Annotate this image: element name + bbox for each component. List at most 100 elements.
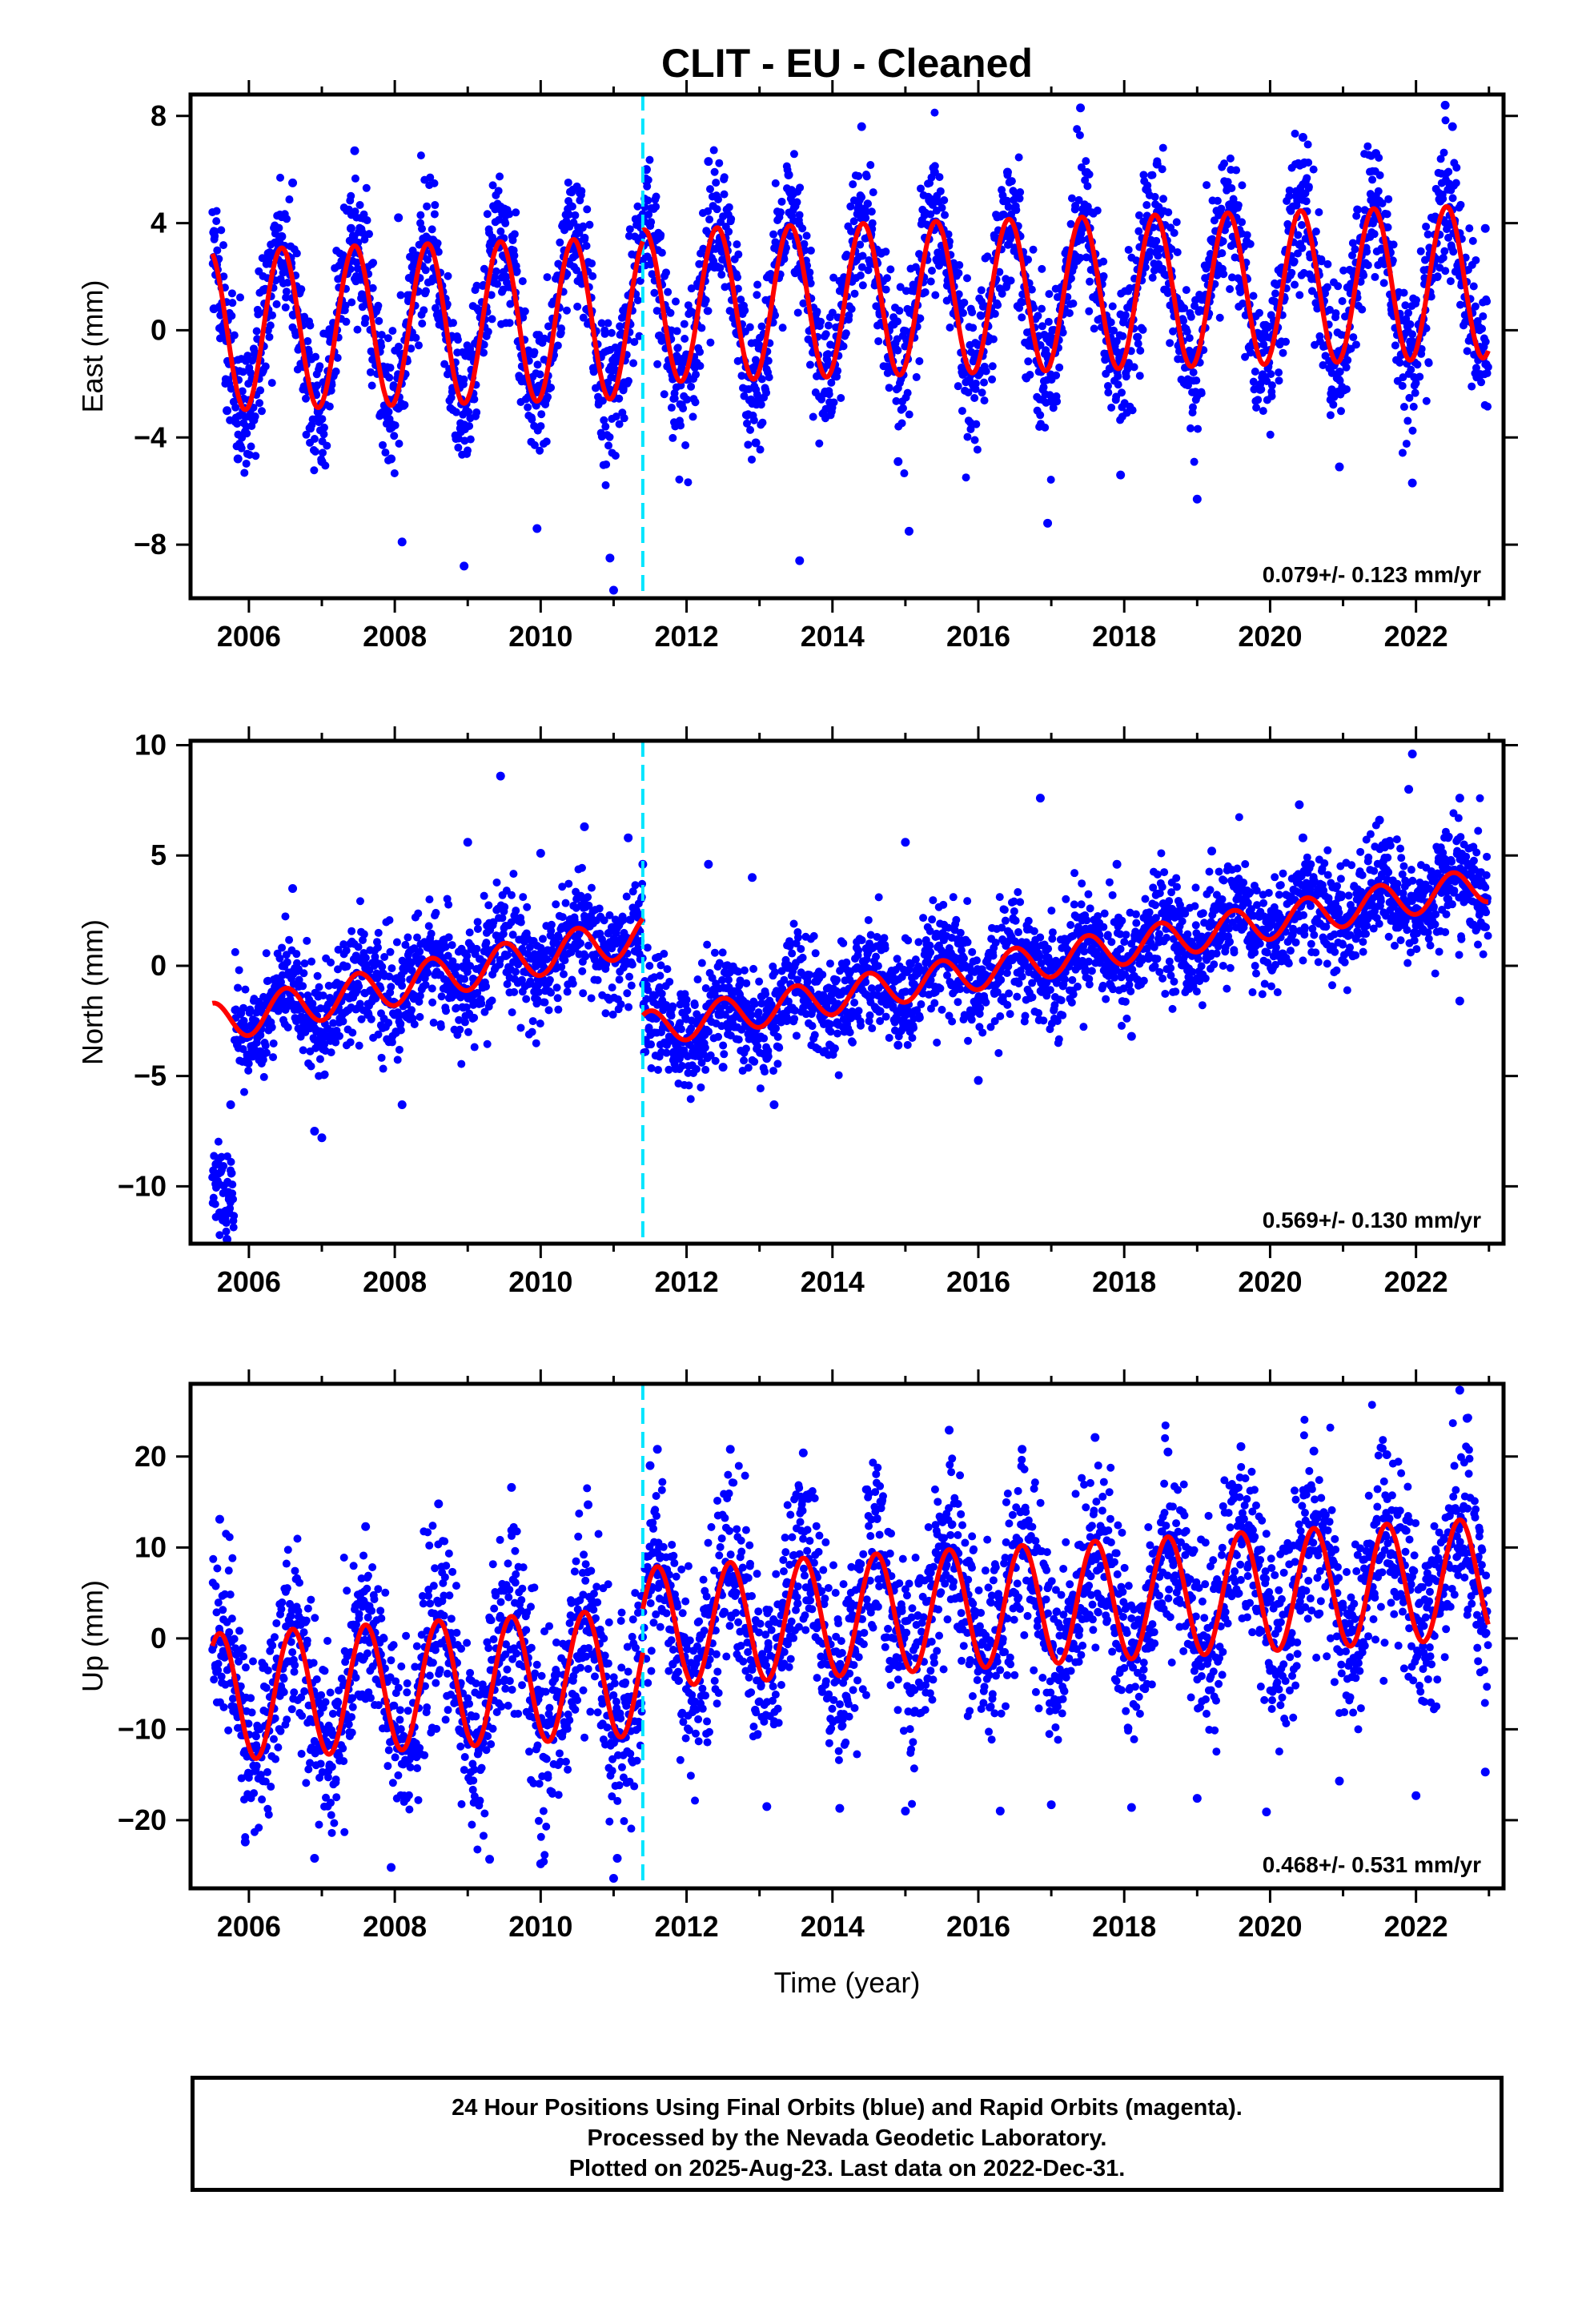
east-data-point (771, 311, 780, 320)
north-data-point (354, 943, 363, 951)
east-data-point (1422, 222, 1431, 231)
east-data-point (958, 407, 966, 416)
east-data-point (1083, 182, 1092, 191)
east-data-point (1114, 380, 1122, 389)
east-data-point (1335, 376, 1344, 385)
north-data-point (711, 1056, 720, 1065)
east-data-point (242, 459, 251, 468)
east-data-point (1046, 475, 1055, 484)
north-data-point (616, 1000, 625, 1009)
east-data-point (310, 434, 319, 443)
east-data-point (416, 211, 425, 219)
east-data-point (1014, 153, 1023, 162)
east-data-point (798, 224, 807, 233)
east-data-point (958, 308, 967, 317)
east-data-point (1135, 372, 1144, 380)
east-data-point (941, 211, 950, 219)
east-x-tick-label: 2022 (1384, 620, 1448, 653)
east-data-point (257, 407, 266, 416)
east-data-point (492, 267, 500, 275)
east-data-point (1307, 287, 1316, 296)
east-data-point (520, 307, 529, 316)
east-data-point (931, 291, 940, 300)
east-data-point (1243, 231, 1251, 239)
east-data-point (361, 314, 370, 323)
north-data-point (499, 930, 508, 939)
east-data-point (544, 392, 552, 401)
east-data-point (1045, 290, 1054, 299)
north-data-point (773, 1032, 782, 1041)
east-data-point (1291, 280, 1299, 289)
east-data-point (946, 324, 954, 332)
east-data-point (938, 203, 946, 212)
east-data-point (212, 217, 221, 226)
east-data-point (536, 422, 545, 431)
east-data-point (530, 440, 539, 449)
east-data-point (323, 441, 331, 450)
east-data-point (1285, 191, 1294, 200)
east-data-point (915, 356, 924, 365)
east-data-point (778, 324, 787, 332)
east-data-point (319, 430, 328, 439)
east-data-point (454, 443, 463, 452)
east-data-point (1073, 125, 1082, 134)
east-data-point (1349, 333, 1358, 342)
east-data-point (607, 328, 616, 337)
east-data-point (753, 280, 762, 289)
east-data-point (1408, 426, 1417, 435)
north-data-point (741, 1044, 750, 1053)
east-data-point (487, 291, 496, 300)
north-data-point (558, 913, 567, 922)
north-data-point (693, 975, 702, 984)
north-data-point (492, 878, 501, 887)
north-data-point (355, 897, 364, 906)
east-data-point (1085, 307, 1094, 316)
east-data-point (532, 524, 542, 533)
east-data-point (841, 329, 850, 338)
east-data-point (1484, 363, 1492, 372)
north-data-point (544, 1006, 553, 1015)
east-data-point (969, 324, 978, 332)
east-data-point (926, 277, 935, 286)
east-data-point (756, 445, 765, 454)
north-data-point (734, 1035, 743, 1044)
east-data-point (237, 444, 246, 452)
east-data-point (1267, 370, 1275, 379)
east-data-point (368, 283, 377, 292)
north-data-point (404, 933, 412, 942)
east-data-point (1179, 316, 1188, 325)
east-data-point (1293, 249, 1302, 258)
east-data-point (1309, 165, 1318, 174)
east-data-point (431, 304, 440, 312)
north-data-point (518, 944, 527, 953)
east-data-point (496, 227, 505, 236)
east-data-point (375, 316, 383, 325)
east-data-point (488, 181, 497, 190)
east-data-point (597, 319, 606, 328)
north-data-point (460, 1018, 469, 1027)
east-data-point (856, 271, 865, 279)
east-data-point (416, 151, 425, 160)
east-data-point (366, 368, 375, 376)
north-data-point (413, 933, 422, 942)
east-data-point (1188, 403, 1197, 412)
east-data-point (1417, 344, 1426, 353)
east-data-point (1065, 308, 1074, 317)
north-data-point (441, 943, 450, 951)
east-data-point (572, 266, 581, 275)
north-data-point (473, 988, 482, 997)
east-data-point (319, 423, 328, 432)
east-data-point (1391, 341, 1399, 350)
east-data-point (1074, 195, 1083, 204)
east-data-point (342, 317, 351, 326)
north-data-point (300, 959, 309, 968)
east-data-point (980, 396, 989, 405)
east-data-point (577, 187, 586, 195)
east-data-point (1297, 221, 1306, 230)
north-data-point (355, 1041, 363, 1050)
east-data-point (1423, 230, 1432, 239)
east-data-point (1002, 196, 1011, 205)
east-data-point (1363, 142, 1372, 151)
east-data-point (331, 367, 340, 376)
